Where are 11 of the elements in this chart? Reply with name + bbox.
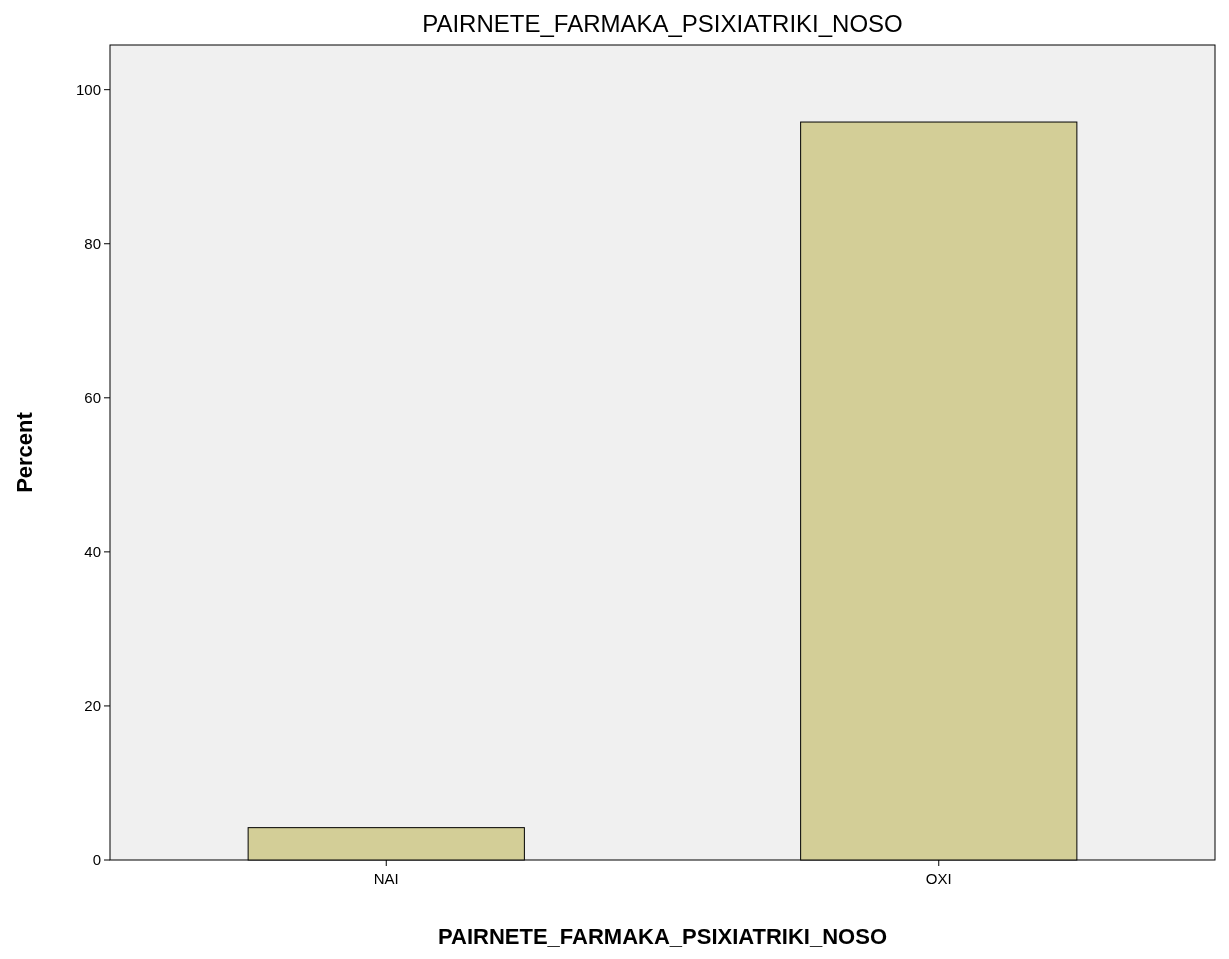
y-tick-label: 40: [84, 543, 101, 561]
chart-title: PAIRNETE_FARMAKA_PSIXIATRIKI_NOSO: [422, 10, 903, 37]
y-tick-label: 80: [84, 234, 101, 252]
x-tick-label: NAI: [373, 870, 399, 887]
y-tick-label: 60: [84, 389, 101, 407]
y-tick-label: 100: [75, 80, 101, 98]
y-tick-label: 0: [92, 851, 101, 869]
x-axis-title: PAIRNETE_FARMAKA_PSIXIATRIKI_NOSO: [437, 924, 888, 949]
y-tick-label: 20: [84, 697, 101, 715]
y-axis-title: Percent: [12, 411, 37, 493]
x-tick-label: OXI: [925, 870, 952, 887]
